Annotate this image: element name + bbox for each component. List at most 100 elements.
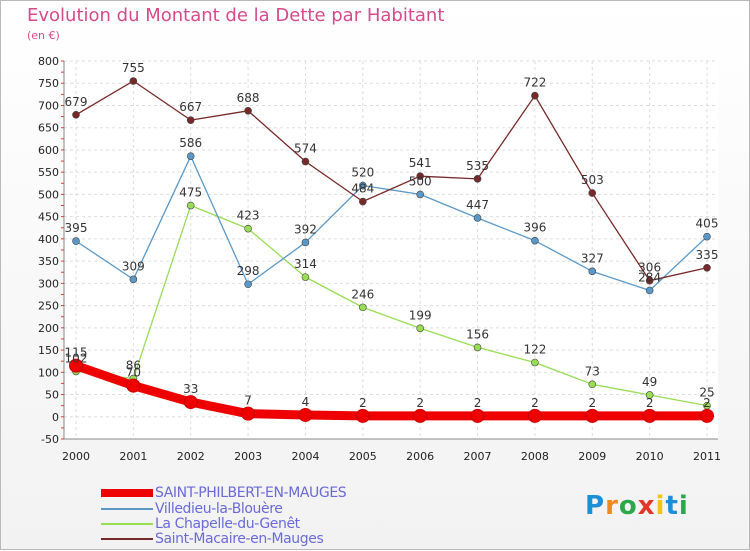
data-point [186,116,195,124]
logo-letter: r [605,491,619,521]
data-label: 2 [703,396,711,410]
x-tick-label: 2003 [234,450,262,463]
y-tick-label: 650 [38,122,59,135]
data-point [355,408,370,423]
y-tick-label: 450 [38,211,59,224]
data-label: 688 [237,91,260,105]
data-label: 722 [523,76,546,90]
data-label: 2 [416,396,424,410]
data-label: 395 [65,221,88,235]
data-label: 70 [126,366,141,380]
data-point [470,408,485,423]
data-point [416,172,424,180]
data-point [186,152,195,160]
data-label: 541 [409,156,432,170]
y-tick-label: 800 [38,55,59,68]
data-label: 33 [183,382,198,396]
legend-label: Saint-Macaire-en-Mauges [155,531,324,547]
data-point [531,236,539,245]
data-point [301,238,310,247]
y-tick-label: 550 [38,166,59,179]
data-label: 25 [699,386,714,400]
data-label: 2 [474,396,482,410]
x-tick-label: 2010 [636,450,664,463]
data-label: 327 [581,251,604,265]
data-point [129,77,138,85]
logo-letter: i [655,491,666,521]
x-tick-label: 2001 [119,450,147,463]
chart-subtitle: (en €) [27,29,60,42]
y-tick-label: 0 [52,411,59,424]
data-label: 4 [302,395,310,409]
y-tick-label: 150 [38,344,59,357]
y-tick-label: 400 [38,233,59,246]
data-label: 246 [351,287,374,301]
legend-label: SAINT-PHILBERT-EN-MAUGES [155,485,347,501]
data-label: 314 [294,257,317,271]
data-label: 667 [179,100,202,114]
x-tick-label: 2002 [177,450,205,463]
logo-letter: P [585,491,606,521]
data-point [244,280,252,289]
data-label: 2 [531,396,539,410]
data-label: 122 [523,343,546,357]
data-point [416,190,424,199]
data-point [645,391,654,399]
logo-letter: x [637,491,656,521]
x-tick-label: 2004 [291,450,319,463]
x-tick-label: 2000 [62,450,90,463]
y-tick-label: 250 [38,300,59,313]
y-tick-label: 100 [38,366,59,379]
data-point [703,232,711,241]
data-label: 586 [179,136,202,150]
proxiti-logo: Proxiti [585,491,689,521]
data-label: 115 [65,346,88,360]
y-tick-label: 750 [38,77,59,90]
legend-swatch-la-chapelle [101,523,153,525]
data-point [703,263,711,272]
data-label: 405 [696,217,719,231]
data-point [531,358,539,367]
data-label: 73 [585,364,600,378]
data-point [241,406,256,421]
data-point [700,408,714,423]
data-label: 306 [638,261,661,275]
data-point [359,197,367,206]
data-label: 574 [294,142,317,156]
data-label: 156 [466,327,489,341]
logo-letter: i [678,491,689,521]
data-point [359,181,367,190]
data-label: 102 [65,351,88,365]
data-label: 2 [646,396,654,410]
data-label: 423 [237,209,260,223]
data-point [642,408,657,423]
legend-label: La Chapelle-du-Genêt [155,516,300,532]
data-point [585,408,600,423]
data-label: 500 [409,174,432,188]
data-point [244,107,252,115]
data-label: 284 [638,270,661,284]
y-tick-label: 300 [38,277,59,290]
data-label: 309 [122,259,145,273]
data-label: 755 [122,61,145,75]
data-point [527,408,542,423]
plot-area [64,61,718,439]
data-point [129,275,138,284]
legend-label: Villedieu-la-Blouère [155,501,283,517]
data-label: 503 [581,173,604,187]
data-label: 520 [351,166,374,180]
data-point [588,267,597,276]
x-tick-label: 2005 [349,450,377,463]
data-point [588,189,597,197]
y-tick-label: 350 [38,255,59,268]
chart-title: Evolution du Montant de la Dette par Hab… [27,5,445,26]
y-tick-label: 200 [38,322,59,335]
data-label: 2 [359,396,367,410]
data-point [645,276,654,285]
data-point [416,324,424,333]
data-point [244,224,252,233]
x-tick-label: 2008 [521,450,549,463]
legend-swatch-saint-philbert [101,489,153,497]
data-label: 298 [237,264,260,278]
